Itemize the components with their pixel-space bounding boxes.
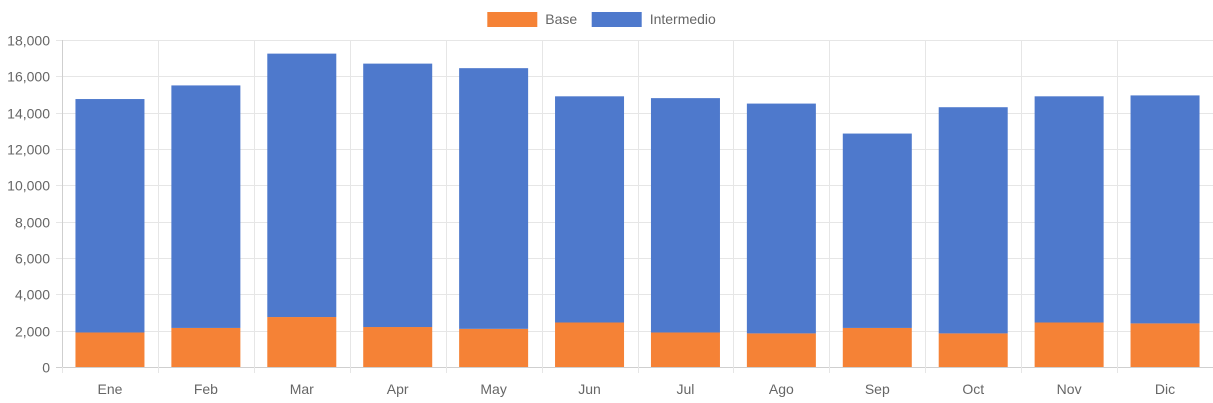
x-tick-label: Mar <box>290 381 314 397</box>
bar-base-sep <box>842 327 912 367</box>
bar-base-ago <box>746 333 816 367</box>
bar-base-jul <box>650 332 720 367</box>
bar-intermedio-ago <box>746 103 816 334</box>
bar-intermedio-jul <box>650 98 720 333</box>
bar-base-jun <box>555 322 625 367</box>
x-tick-label: Nov <box>1057 381 1082 397</box>
bar-intermedio-feb <box>171 85 241 328</box>
bar-base-dic <box>1130 323 1200 367</box>
y-tick-label: 6,000 <box>15 251 50 267</box>
legend-swatch <box>487 12 538 27</box>
bar-intermedio-ene <box>75 99 145 333</box>
y-tick-label: 10,000 <box>7 178 50 194</box>
bar-base-mar <box>267 317 337 367</box>
y-tick-label: 16,000 <box>7 69 50 85</box>
x-tick-label: Ago <box>769 381 794 397</box>
bar-intermedio-dic <box>1130 95 1200 324</box>
x-tick-label: Sep <box>865 381 890 397</box>
y-tick-label: 18,000 <box>7 33 50 49</box>
bar-intermedio-apr <box>363 63 433 328</box>
bar-intermedio-mar <box>267 53 337 318</box>
x-tick-label: Feb <box>194 381 218 397</box>
legend-item-base[interactable]: Base <box>487 11 577 27</box>
y-tick-label: 0 <box>42 360 50 376</box>
legend-item-intermedio[interactable]: Intermedio <box>591 11 716 27</box>
bar-base-may <box>459 328 529 367</box>
x-tick-label: Dic <box>1155 381 1175 397</box>
y-tick-label: 12,000 <box>7 142 50 158</box>
y-axis-tick-labels: 0 2,000 4,000 6,000 8,000 10,000 12,000 14,000 1… <box>7 33 50 376</box>
y-tick-label: 8,000 <box>15 215 50 231</box>
x-tick-label: May <box>480 381 506 397</box>
x-axis-tick-labels: Ene Feb Mar Apr May Jun Jul Ago Sep Oct Nov Dic <box>97 381 1175 397</box>
bar-base-feb <box>171 327 241 367</box>
x-tick-label: Jul <box>677 381 695 397</box>
bar-base-apr <box>363 327 433 367</box>
legend-label: Intermedio <box>650 11 716 27</box>
bar-intermedio-oct <box>938 107 1008 334</box>
bar-intermedio-jun <box>555 96 625 323</box>
bar-base-nov <box>1034 322 1104 367</box>
chart-legend: Base Intermedio <box>487 11 716 27</box>
x-tick-label: Jun <box>578 381 601 397</box>
chart-bars <box>75 53 1200 367</box>
chart-grid <box>56 40 1213 373</box>
bar-intermedio-nov <box>1034 96 1104 323</box>
bar-intermedio-may <box>459 68 529 329</box>
y-tick-label: 4,000 <box>15 287 50 303</box>
x-tick-label: Ene <box>97 381 122 397</box>
bar-base-ene <box>75 332 145 367</box>
legend-swatch <box>591 12 642 27</box>
bar-base-oct <box>938 333 1008 367</box>
y-tick-label: 2,000 <box>15 324 50 340</box>
x-tick-label: Oct <box>962 381 984 397</box>
y-tick-label: 14,000 <box>7 106 50 122</box>
legend-label: Base <box>545 11 577 27</box>
x-tick-label: Apr <box>387 381 409 397</box>
bar-intermedio-sep <box>842 133 912 328</box>
